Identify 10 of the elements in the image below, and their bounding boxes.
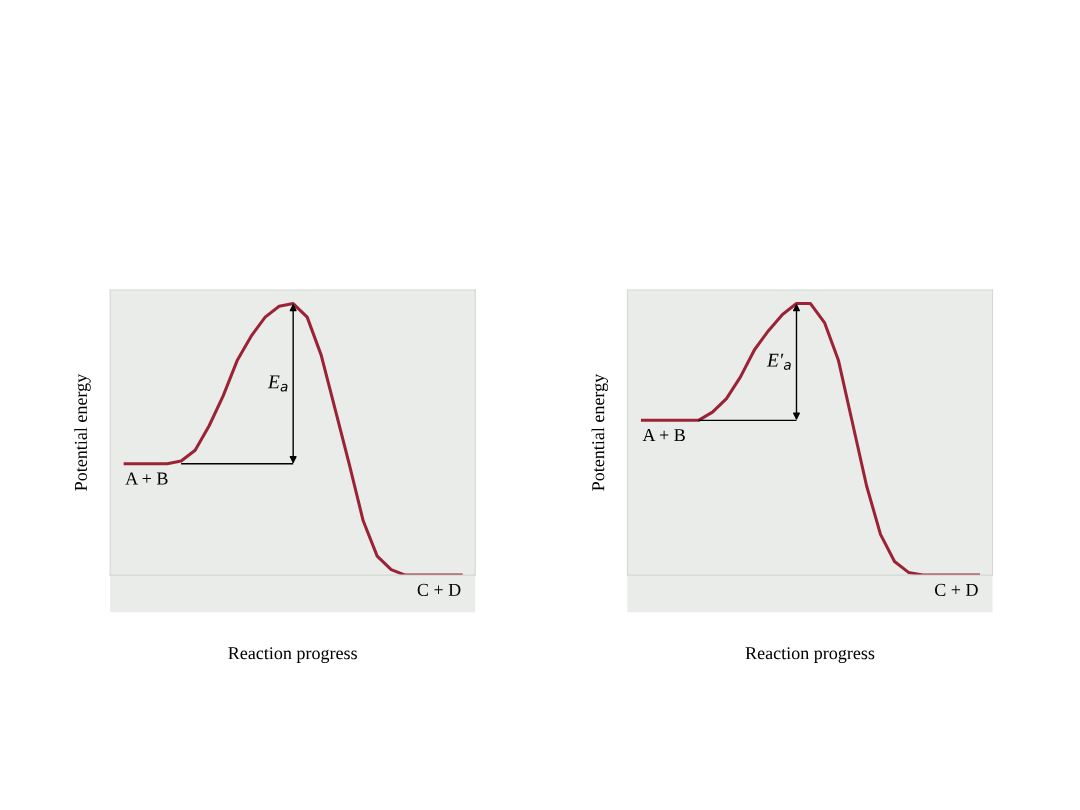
text: C + D [417,583,461,596]
y-axis-title: Potential energy [74,373,91,491]
text: C + D [934,583,978,596]
annotation: E′$_{a}$ [766,353,791,370]
y-axis-title: Potential energy [591,373,609,491]
annotation: A + B [125,472,168,485]
x-axis-title: Reaction progress [228,647,357,663]
annotation: A + B [642,429,685,442]
x-axis-title: Reaction progress [745,647,875,663]
annotation: E$_{a}$ [267,375,288,392]
